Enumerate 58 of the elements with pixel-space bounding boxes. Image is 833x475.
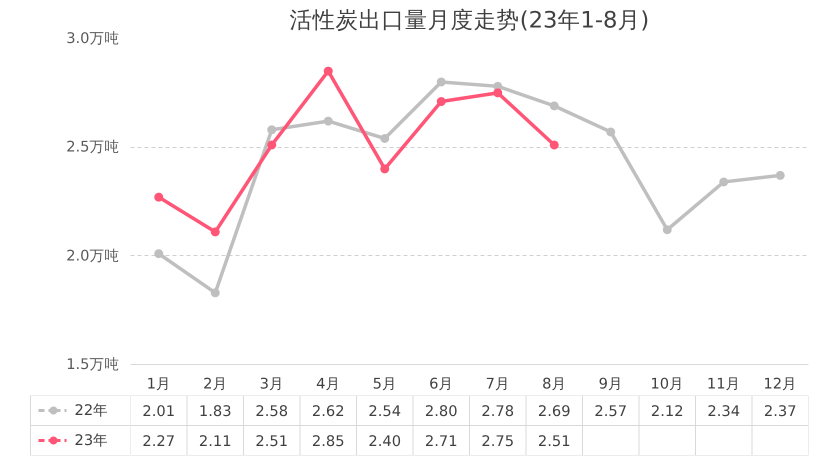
legend-label: 22年: [74, 402, 108, 419]
data-label: 2.80: [424, 403, 458, 420]
point: [493, 88, 502, 98]
y-tick-label: 2.0万吨: [66, 247, 120, 264]
data-label: 2.62: [312, 403, 345, 420]
data-label: 2.69: [538, 403, 571, 420]
data-label: 2.34: [707, 403, 740, 420]
x-tick-label: 12月: [763, 376, 798, 392]
point: [550, 140, 559, 150]
data-label: 2.12: [650, 403, 684, 420]
point: [662, 225, 672, 234]
point: [324, 116, 333, 126]
point: [154, 249, 164, 258]
data-label: 2.58: [255, 403, 288, 420]
data-label: 1.83: [198, 403, 232, 420]
point: [380, 164, 390, 174]
point: [324, 66, 333, 76]
data-label: 2.54: [368, 403, 402, 420]
data-label: 2.57: [594, 403, 628, 420]
point: [436, 77, 446, 86]
point: [436, 97, 446, 106]
point: [210, 288, 220, 298]
data-label: 2.51: [255, 433, 288, 450]
point: [606, 127, 616, 136]
legend-label: 23年: [74, 432, 108, 449]
data-label: 2.75: [481, 433, 514, 450]
y-tick-label: 2.5万吨: [66, 138, 120, 156]
data-label: 2.71: [424, 433, 458, 450]
x-tick-label: 9月: [598, 376, 623, 392]
x-tick-label: 2月: [203, 376, 228, 392]
data-label: 2.85: [312, 433, 345, 450]
x-tick-label: 11月: [706, 376, 741, 392]
point: [267, 140, 276, 150]
point: [776, 170, 785, 180]
data-label: 2.78: [481, 403, 514, 420]
data-label: 2.40: [368, 433, 402, 450]
point: [719, 177, 728, 186]
data-label: 2.01: [142, 403, 176, 420]
data-label: 2.51: [538, 433, 571, 450]
x-tick-label: 4月: [316, 376, 340, 392]
x-tick-label: 10月: [650, 376, 684, 392]
x-tick-label: 6月: [429, 376, 454, 392]
data-label: 2.37: [764, 403, 797, 420]
x-tick-label: 3月: [260, 376, 284, 392]
data-label: 2.27: [142, 433, 176, 450]
point: [267, 125, 276, 134]
y-tick-label: 1.5万吨: [66, 356, 120, 373]
point: [550, 101, 559, 110]
y-tick-label: 3.0万吨: [66, 30, 120, 47]
x-tick-label: 5月: [372, 376, 397, 392]
data-label: 2.11: [198, 433, 232, 450]
x-tick-label: 1月: [146, 376, 171, 392]
x-tick-label: 8月: [542, 376, 566, 392]
point: [154, 192, 164, 202]
chart-title: 活性炭出口量月度走势(23年1-8月): [290, 8, 650, 34]
point: [380, 134, 390, 143]
point: [210, 227, 220, 236]
x-tick-label: 7月: [486, 376, 510, 392]
